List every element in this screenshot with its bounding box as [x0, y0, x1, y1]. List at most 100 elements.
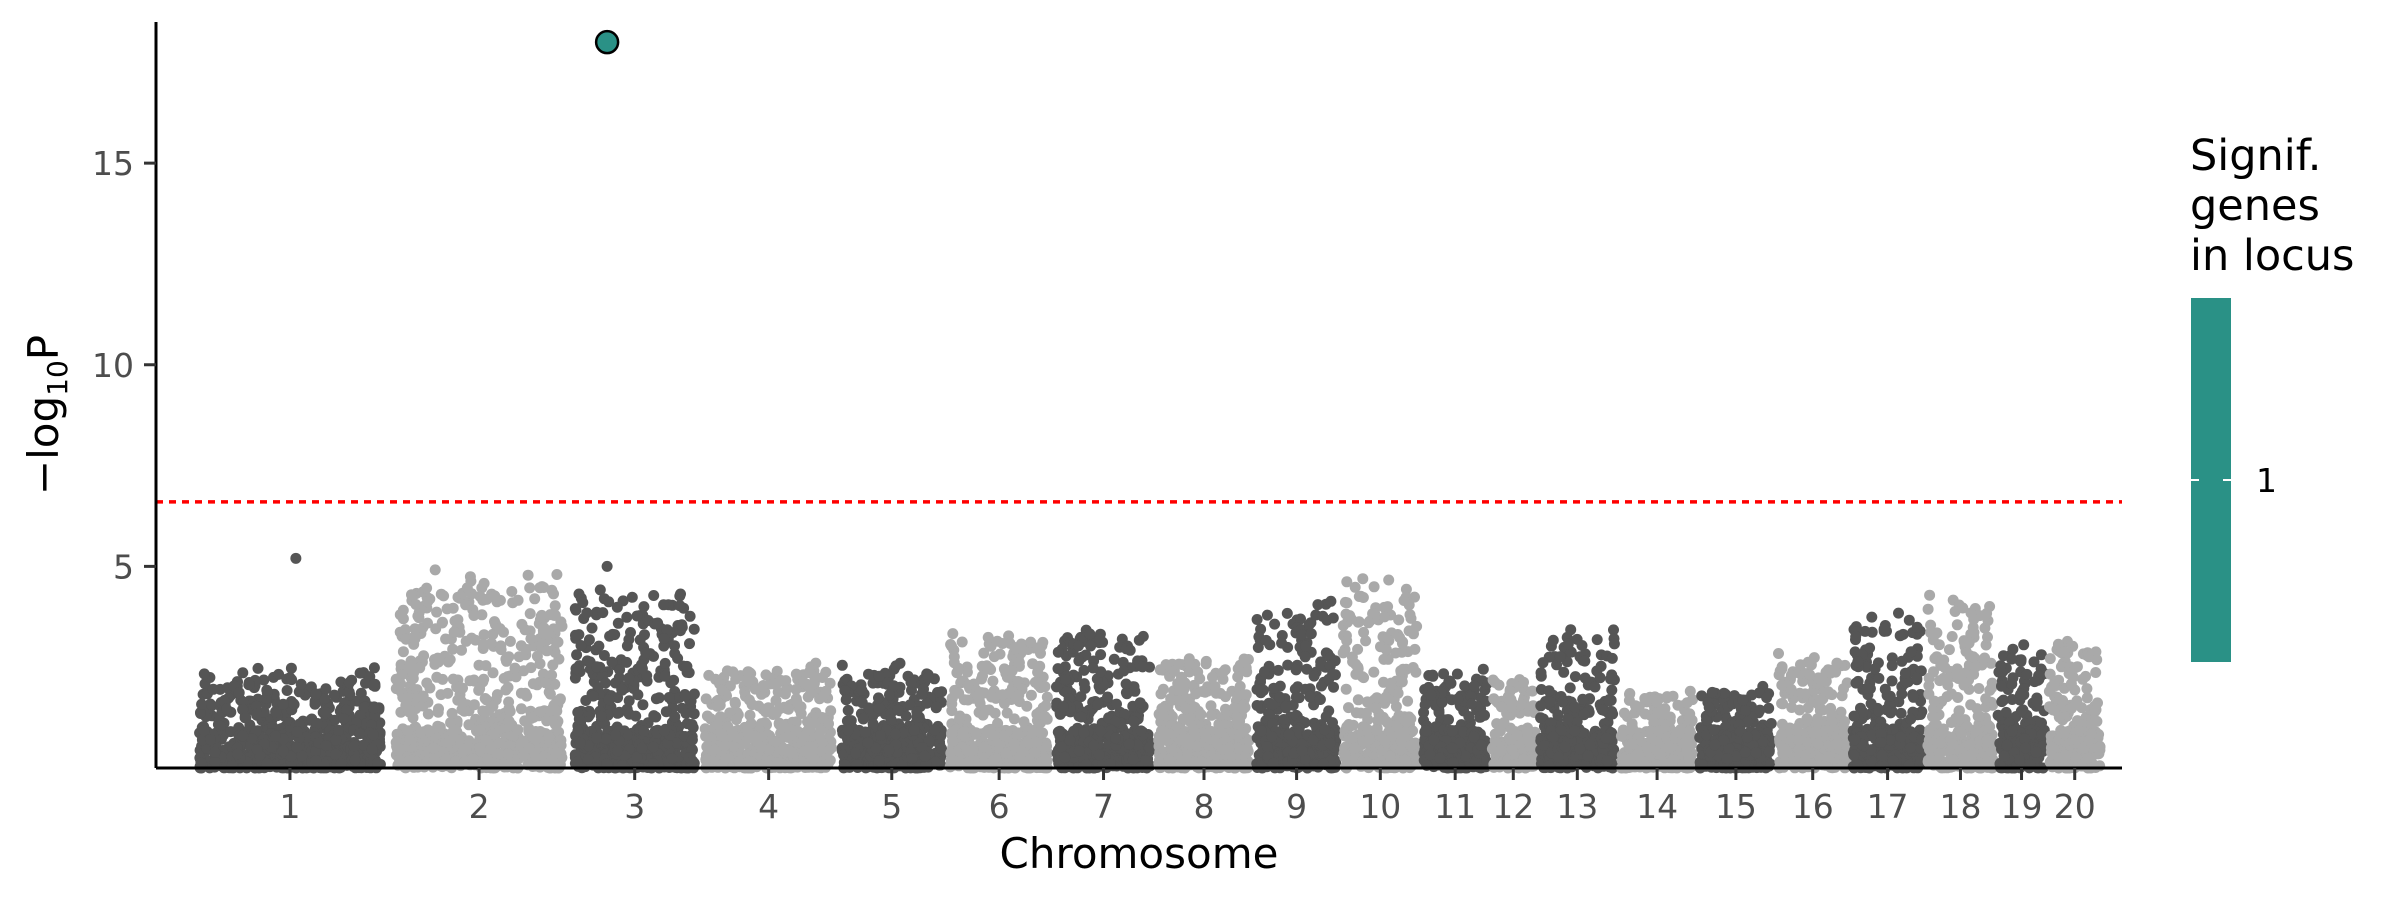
- snp-point: [1261, 741, 1273, 753]
- snp-point: [1251, 683, 1263, 695]
- snp-point: [666, 753, 678, 764]
- chromosome-points-2: [390, 564, 568, 774]
- snp-point: [1179, 677, 1191, 689]
- snp-point: [1123, 738, 1135, 750]
- snp-point: [1018, 716, 1030, 728]
- snp-point: [1052, 646, 1064, 658]
- snp-point: [1394, 632, 1406, 643]
- snp-point: [889, 728, 901, 740]
- snp-point: [512, 594, 524, 606]
- snp-point: [330, 734, 342, 746]
- snp-point: [885, 714, 897, 726]
- snp-point: [452, 694, 464, 706]
- snp-point: [480, 734, 492, 746]
- snp-point: [1312, 599, 1324, 611]
- chromosome-points-4: [699, 657, 837, 774]
- snp-point: [730, 714, 742, 726]
- snp-point: [368, 702, 380, 714]
- snp-point: [825, 705, 837, 717]
- snp-point: [1327, 612, 1339, 624]
- snp-point: [246, 733, 258, 745]
- snp-point: [790, 668, 802, 680]
- snp-point: [1110, 732, 1121, 744]
- snp-point: [640, 647, 652, 659]
- snp-point: [947, 735, 959, 747]
- snp-point: [586, 622, 598, 634]
- snp-point: [319, 693, 330, 704]
- snp-point: [1200, 655, 1212, 667]
- snp-point: [1360, 707, 1372, 719]
- snp-point: [421, 677, 433, 689]
- snp-point: [607, 628, 619, 640]
- snp-point: [237, 667, 249, 679]
- snp-point: [372, 757, 384, 769]
- snp-point: [251, 744, 263, 756]
- snp-point: [962, 679, 974, 691]
- snp-point: [1409, 643, 1421, 655]
- snp-point: [368, 662, 380, 674]
- snp-point: [399, 624, 411, 636]
- snp-point: [658, 633, 670, 644]
- snp-point: [415, 727, 426, 739]
- chromosome-points-9: [1251, 595, 1342, 774]
- snp-point: [631, 751, 643, 763]
- snp-point: [429, 753, 440, 765]
- snp-point: [524, 582, 536, 594]
- snp-point: [1174, 694, 1186, 706]
- snp-point: [343, 677, 355, 689]
- snp-point: [1111, 698, 1122, 710]
- snp-point: [757, 680, 769, 691]
- snp-point: [468, 699, 480, 711]
- snp-point: [680, 707, 692, 719]
- snp-point: [446, 707, 458, 719]
- snp-point: [442, 687, 454, 699]
- snp-point: [1341, 597, 1353, 609]
- snp-point: [1380, 644, 1392, 656]
- snp-point: [621, 640, 633, 652]
- snp-point: [1029, 676, 1041, 688]
- snp-point: [504, 635, 516, 647]
- snp-point: [724, 707, 736, 719]
- snp-point: [226, 760, 238, 772]
- snp-point: [527, 678, 539, 690]
- snp-point: [947, 628, 959, 640]
- snp-point: [1315, 659, 1327, 671]
- snp-point: [417, 700, 429, 712]
- snp-point: [221, 703, 232, 715]
- snp-point: [441, 603, 453, 615]
- snp-point: [1384, 750, 1396, 762]
- snp-point: [1278, 714, 1290, 725]
- snp-point: [1357, 573, 1369, 585]
- snp-point: [295, 678, 307, 690]
- snp-point: [742, 666, 754, 678]
- snp-point: [1272, 664, 1284, 676]
- snp-point: [544, 688, 556, 700]
- snp-point: [296, 750, 308, 762]
- snp-point: [1194, 673, 1206, 685]
- snp-point: [1025, 636, 1037, 648]
- snp-point: [582, 753, 594, 765]
- snp-point: [513, 651, 525, 663]
- snp-point: [850, 747, 861, 759]
- snp-point: [1268, 682, 1280, 694]
- chromosome-points-6: [944, 628, 1054, 774]
- snp-point: [501, 655, 512, 667]
- snp-point: [591, 732, 602, 744]
- snp-point: [577, 597, 589, 609]
- snp-point: [648, 590, 660, 601]
- snp-point: [625, 627, 636, 638]
- snp-point: [1052, 726, 1064, 738]
- snp-point: [1000, 747, 1012, 759]
- snp-point: [571, 756, 583, 768]
- snp-point: [626, 591, 638, 603]
- snp-point: [616, 760, 628, 772]
- snp-point: [684, 638, 695, 650]
- snp-point: [537, 668, 549, 680]
- snp-point: [480, 706, 492, 718]
- snp-point: [719, 740, 731, 752]
- snp-point: [978, 741, 990, 753]
- snp-point: [429, 564, 441, 576]
- snp-point: [1276, 637, 1288, 649]
- snp-point: [329, 714, 340, 726]
